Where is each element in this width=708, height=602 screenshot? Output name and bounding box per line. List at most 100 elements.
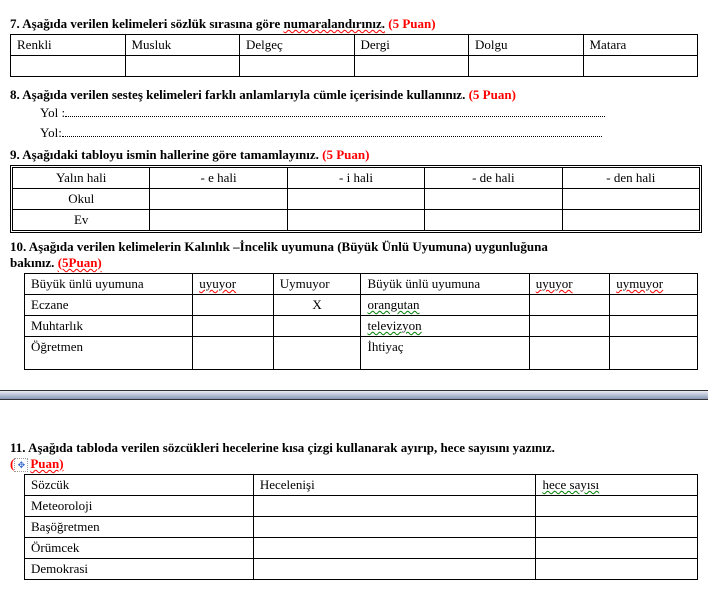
q7-blank-5[interactable] — [583, 56, 698, 77]
q11-points-text: Puan) — [30, 456, 63, 471]
q7-blank-0[interactable] — [11, 56, 126, 77]
q11-row-1: Başöğretmen — [25, 517, 698, 538]
q11-hdr-0: Sözcük — [25, 475, 254, 496]
q11-r1-c0: Başöğretmen — [25, 517, 254, 538]
q8-label2: Yol: — [40, 125, 62, 140]
q7-blank-3[interactable] — [354, 56, 469, 77]
q8-blank2[interactable] — [62, 126, 602, 137]
q11-r3-c1[interactable] — [253, 559, 536, 580]
q10-points: (5Puan) — [58, 255, 102, 270]
q10-l0: Eczane — [25, 295, 193, 316]
q7-word-0: Renkli — [11, 35, 126, 56]
q10-r2-um[interactable] — [610, 337, 698, 370]
q8-points: (5 Puan) — [465, 87, 516, 102]
q8-title-text: 8. Aşağıda verilen sesteş kelimeleri far… — [10, 87, 465, 102]
q7-row-blank — [11, 56, 698, 77]
q10-r1-um[interactable] — [610, 316, 698, 337]
q11-row-3: Demokrasi — [25, 559, 698, 580]
q11-r3-c0: Demokrasi — [25, 559, 254, 580]
q7-blank-2[interactable] — [240, 56, 355, 77]
q11-title-text: 11. Aşağıda tabloda verilen sözcükleri h… — [10, 440, 555, 455]
q11-points-line: (✥Puan) — [10, 456, 698, 472]
q10-table: Büyük ünlü uyumuna uyuyor Uymuyor Büyük … — [24, 273, 698, 370]
q9-r0-c4[interactable] — [562, 189, 699, 210]
q7-blank-4[interactable] — [469, 56, 584, 77]
q10-hdr-um2: uymuyor — [610, 274, 698, 295]
q10-l1-um[interactable] — [273, 316, 361, 337]
q11-r1-c2[interactable] — [536, 517, 698, 538]
q10-l1-uy[interactable] — [193, 316, 273, 337]
q10-r0: orangutan — [361, 295, 529, 316]
q11-row-0: Meteoroloji — [25, 496, 698, 517]
q7-row-words: Renkli Musluk Delgeç Dergi Dolgu Matara — [11, 35, 698, 56]
q10-row-1: Muhtarlık televizyon — [25, 316, 698, 337]
q10-row-2: Öğretmen İhtiyaç — [25, 337, 698, 370]
q8-line2: Yol: — [40, 125, 698, 141]
q11-hdr-1: Hecelenişi — [253, 475, 536, 496]
q9-r1-c0: Ev — [13, 210, 150, 231]
q11-title: 11. Aşağıda tabloda verilen sözcükleri h… — [10, 440, 698, 456]
q10-title-text: 10. Aşağıda verilen kelimelerin Kalınlık… — [10, 239, 548, 254]
q10-r2-uy[interactable] — [529, 337, 609, 370]
q10-points-wrap: (5Puan) — [54, 255, 101, 270]
q9-header-row: Yalın hali - e hali - i hali - de hali -… — [13, 168, 700, 189]
q10-hdr-uy: uyuyor — [193, 274, 273, 295]
q10-r1-uy[interactable] — [529, 316, 609, 337]
q7-points: (5 Puan) — [385, 16, 436, 31]
q9-table-outer: Yalın hali - e hali - i hali - de hali -… — [10, 165, 702, 233]
q7-word-5: Matara — [583, 35, 698, 56]
q10-title2: bakınız. — [10, 255, 54, 270]
q10-l2-um[interactable] — [273, 337, 361, 370]
q9-r1-c1[interactable] — [150, 210, 287, 231]
q7-word-2: Delgeç — [240, 35, 355, 56]
q10-l0-um[interactable]: X — [273, 295, 361, 316]
q9-title: 9. Aşağıdaki tabloyu ismin hallerine gör… — [10, 147, 698, 163]
q7-title-prefix: 7. Aşağıda verilen kelimeleri sözlük sır… — [10, 16, 283, 31]
q8-label1: Yol : — [40, 105, 65, 120]
q11-r1-c1[interactable] — [253, 517, 536, 538]
q8-blank1[interactable] — [65, 106, 605, 117]
q8-line1: Yol : — [40, 105, 698, 121]
q9-r1-c2[interactable] — [287, 210, 424, 231]
q9-hdr-1: - e hali — [150, 168, 287, 189]
q7-title-wavy: numaralandırınız. — [283, 16, 385, 31]
q9-points: (5 Puan) — [319, 147, 370, 162]
q10-l2-uy[interactable] — [193, 337, 273, 370]
q11-hdr-2: hece sayısı — [536, 475, 698, 496]
q7-table: Renkli Musluk Delgeç Dergi Dolgu Matara — [10, 34, 698, 77]
q10-title: 10. Aşağıda verilen kelimelerin Kalınlık… — [10, 239, 698, 271]
q10-hdr-um: Uymuyor — [273, 274, 361, 295]
q9-title-text: 9. Aşağıdaki tabloyu ismin hallerine gör… — [10, 147, 319, 162]
q7-word-4: Dolgu — [469, 35, 584, 56]
q11-r0-c2[interactable] — [536, 496, 698, 517]
q11-row-2: Örümcek — [25, 538, 698, 559]
q10-hdr-uy2: uyuyor — [529, 274, 609, 295]
q9-r1-c4[interactable] — [562, 210, 699, 231]
q10-row-0: Eczane X orangutan — [25, 295, 698, 316]
q11-header-row: Sözcük Hecelenişi hece sayısı — [25, 475, 698, 496]
q11-r2-c1[interactable] — [253, 538, 536, 559]
q7-blank-1[interactable] — [125, 56, 240, 77]
q8-title: 8. Aşağıda verilen sesteş kelimeleri far… — [10, 87, 698, 103]
q9-r0-c2[interactable] — [287, 189, 424, 210]
q10-l0-uy[interactable] — [193, 295, 273, 316]
q10-r0-um[interactable] — [610, 295, 698, 316]
q11-r3-c2[interactable] — [536, 559, 698, 580]
q10-hdr-left: Büyük ünlü uyumuna — [25, 274, 193, 295]
q9-r1-c3[interactable] — [425, 210, 562, 231]
q11-r2-c2[interactable] — [536, 538, 698, 559]
q9-row-0: Okul — [13, 189, 700, 210]
q11-r2-c0: Örümcek — [25, 538, 254, 559]
q9-r0-c1[interactable] — [150, 189, 287, 210]
q9-hdr-2: - i hali — [287, 168, 424, 189]
anchor-icon: ✥ — [14, 458, 28, 472]
q10-hdr-right: Büyük ünlü uyumuna — [361, 274, 529, 295]
q9-hdr-4: - den hali — [562, 168, 699, 189]
q7-word-3: Dergi — [354, 35, 469, 56]
q10-l2: Öğretmen — [25, 337, 193, 370]
q9-r0-c3[interactable] — [425, 189, 562, 210]
q11-r0-c1[interactable] — [253, 496, 536, 517]
q11-r0-c0: Meteoroloji — [25, 496, 254, 517]
q9-table: Yalın hali - e hali - i hali - de hali -… — [12, 167, 700, 231]
q10-r0-uy[interactable] — [529, 295, 609, 316]
